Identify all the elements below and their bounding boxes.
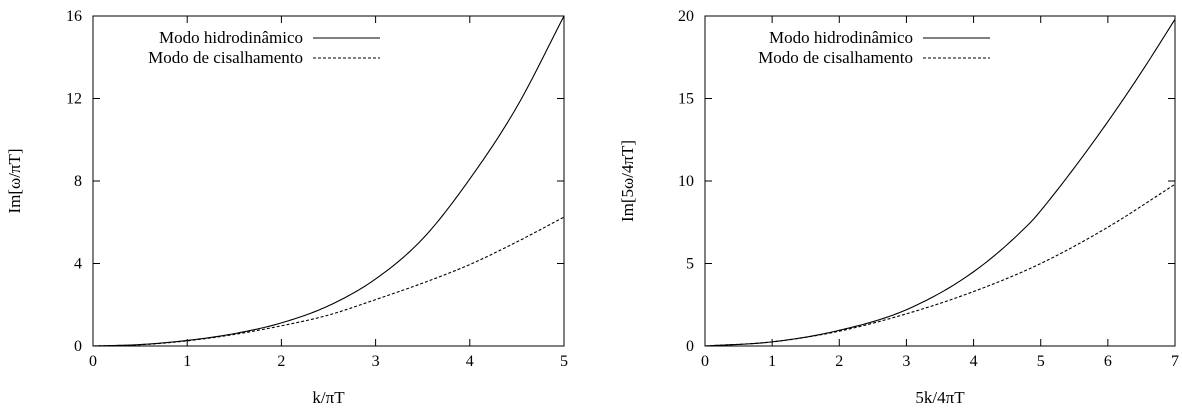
x-tick-label: 0 [89, 353, 97, 370]
y-tick-label: 16 [66, 8, 82, 25]
y-tick-label: 8 [74, 173, 82, 190]
y-tick-label: 15 [678, 91, 694, 108]
series-line-cisalhamento [704, 183, 1176, 347]
series-line-hidrodinamico [92, 15, 565, 347]
x-tick-label: 3 [372, 353, 380, 370]
x-tick-label: 5 [560, 353, 568, 370]
x-tick-label: 4 [970, 353, 978, 370]
series-line-hidrodinamico [704, 19, 1176, 347]
y-tick-label: 10 [678, 173, 694, 190]
y-tick-label: 5 [686, 256, 694, 273]
y-tick-label: 4 [74, 256, 82, 273]
x-tick-label: 1 [768, 353, 776, 370]
series-line-cisalhamento [92, 216, 565, 347]
y-axis-label: Im[ω/πT] [5, 148, 24, 213]
x-tick-label: 3 [902, 353, 910, 370]
x-axis-label: k/πT [312, 388, 345, 407]
x-axis-label: 5k/4πT [915, 388, 965, 407]
x-tick-label: 5 [1037, 353, 1045, 370]
x-tick-label: 7 [1171, 353, 1179, 370]
y-axis-label: Im[5ω/4πT] [618, 140, 637, 222]
x-tick-label: 0 [701, 353, 709, 370]
legend-label: Modo de cisalhamento [758, 48, 913, 67]
x-tick-label: 1 [183, 353, 191, 370]
x-tick-label: 2 [277, 353, 285, 370]
legend-label: Modo hidrodinâmico [159, 28, 303, 47]
x-tick-label: 4 [466, 353, 474, 370]
legend-label: Modo hidrodinâmico [769, 28, 913, 47]
x-tick-label: 6 [1104, 353, 1112, 370]
y-tick-label: 20 [678, 8, 694, 25]
legend-label: Modo de cisalhamento [148, 48, 303, 67]
y-tick-label: 12 [66, 91, 82, 108]
y-tick-label: 0 [74, 338, 82, 355]
x-tick-label: 2 [835, 353, 843, 370]
y-tick-label: 0 [686, 338, 694, 355]
